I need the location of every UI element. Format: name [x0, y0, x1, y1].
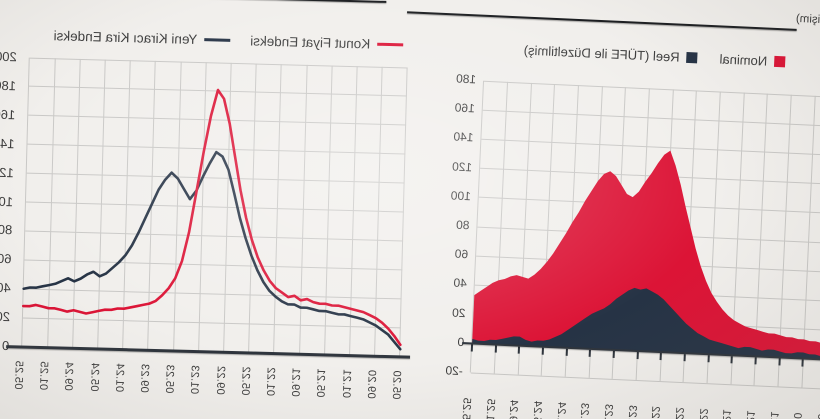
legend-change: Nominal Reel (TÜFE ile Düzeltilmiş) [523, 43, 786, 70]
chart-panel-index: Konut Fiyat Endeksi Yeni Kiracı Kira End… [0, 0, 426, 419]
legend-swatch-yeni-kiraci [204, 38, 231, 42]
x-axis-label: 05.22 [238, 366, 252, 396]
x-axis-label: 09.20 [790, 412, 803, 419]
title-underline [407, 11, 797, 31]
x-axis-label: 01.22 [696, 408, 709, 419]
x-axis-label: 05.21 [743, 410, 756, 419]
x-axis-label: 05.21 [314, 368, 328, 398]
y-axis-label: 40 [0, 280, 11, 296]
y-axis-label: 160 [454, 100, 476, 116]
x-axis-label: 01.21 [339, 368, 353, 399]
legend-item-yeni-kiraci: Yeni Kiracı Kira Endeksi [53, 28, 231, 48]
y-axis-label: 160 [0, 106, 16, 123]
x-axis-label: 01.21 [767, 411, 780, 419]
x-axis-label: 09.23 [577, 402, 591, 419]
x-axis-label: 01.25 [483, 398, 497, 419]
x-axis-label: 09.21 [719, 409, 732, 419]
x-axis-label: 09.23 [138, 363, 151, 393]
area-series [472, 150, 820, 360]
x-axis-label: 05.23 [601, 403, 615, 419]
title-underline [208, 0, 387, 3]
x-axis-label: 05.22 [672, 407, 685, 419]
legend-swatch-reel [686, 51, 698, 64]
legend-label: Reel (TÜFE ile Düzeltilmiş) [523, 42, 680, 65]
x-axis-label: 09.21 [289, 367, 302, 397]
x-axis-label: 05.25 [12, 360, 25, 390]
legend-item-nominal: Nominal [719, 51, 786, 69]
legend-item-reel: Reel (TÜFE ile Düzeltilmiş) [523, 43, 698, 66]
x-axis-label: 09.22 [649, 406, 662, 419]
legend-item-konut-fiyat: Konut Fiyat Endeksi [249, 33, 404, 52]
x-axis-label: 01.24 [553, 401, 568, 419]
x-axis-label: 01.24 [112, 362, 126, 393]
x-axis-label: 09.24 [506, 399, 520, 419]
x-axis-label: 09.22 [213, 365, 227, 395]
x-axis-label: 09.20 [364, 369, 378, 399]
x-axis-label: 01.23 [625, 405, 638, 419]
x-axis-label: 05.24 [87, 362, 101, 392]
legend-swatch-konut-fiyat [377, 42, 404, 47]
y-axis-label: 120 [451, 159, 473, 174]
x-axis-label: 09.24 [62, 361, 76, 391]
x-axis-label: 05.20 [814, 413, 820, 419]
y-axis-label: 20 [0, 308, 11, 325]
y-axis-label: 120 [0, 164, 14, 180]
legend-swatch-nominal [773, 55, 786, 68]
legend-label: Konut Fiyat Endeksi [249, 33, 371, 52]
legend-label: Nominal [719, 51, 768, 69]
y-axis-label: 100 [450, 188, 472, 204]
y-axis-label: 140 [0, 135, 15, 151]
y-axis-label: 180 [455, 71, 477, 87]
x-axis-label: 01.22 [263, 366, 277, 397]
y-axis-label: 20 [451, 305, 466, 320]
y-axis-label: 140 [453, 129, 474, 145]
area-chart-plot: 180160140120100806040200-2005.2009.2001.… [445, 72, 820, 419]
y-axis-label: 60 [0, 251, 12, 267]
chart-panel-change: (değişim) Nominal Reel (TÜFE ile Düzelti… [378, 0, 820, 419]
x-axis-label: 05.23 [163, 364, 176, 394]
y-axis-label: 100 [0, 193, 14, 209]
line-chart-plot: 20018016014012010080604020005.2009.2001.… [0, 49, 411, 399]
y-axis-label: -20 [445, 363, 464, 379]
y-axis-label: 200 [0, 48, 17, 65]
y-axis-label: 60 [454, 246, 469, 262]
y-axis-label: 40 [453, 276, 468, 291]
line-series [21, 88, 402, 351]
x-axis-label: 05.25 [459, 397, 473, 419]
panel-title-fragment: (değişim) [795, 12, 820, 28]
x-axis-label: 01.23 [188, 364, 202, 395]
y-axis-label: 80 [455, 217, 470, 233]
legend-label: Yeni Kiracı Kira Endeksi [53, 28, 198, 47]
y-axis-label: 80 [0, 222, 13, 238]
x-axis-label: 05.24 [530, 400, 544, 419]
y-axis-label: 180 [0, 77, 17, 94]
legend-index: Konut Fiyat Endeksi Yeni Kiracı Kira End… [53, 28, 404, 52]
x-axis-label: 01.25 [37, 360, 51, 391]
x-axis-label: 05.20 [389, 370, 403, 400]
